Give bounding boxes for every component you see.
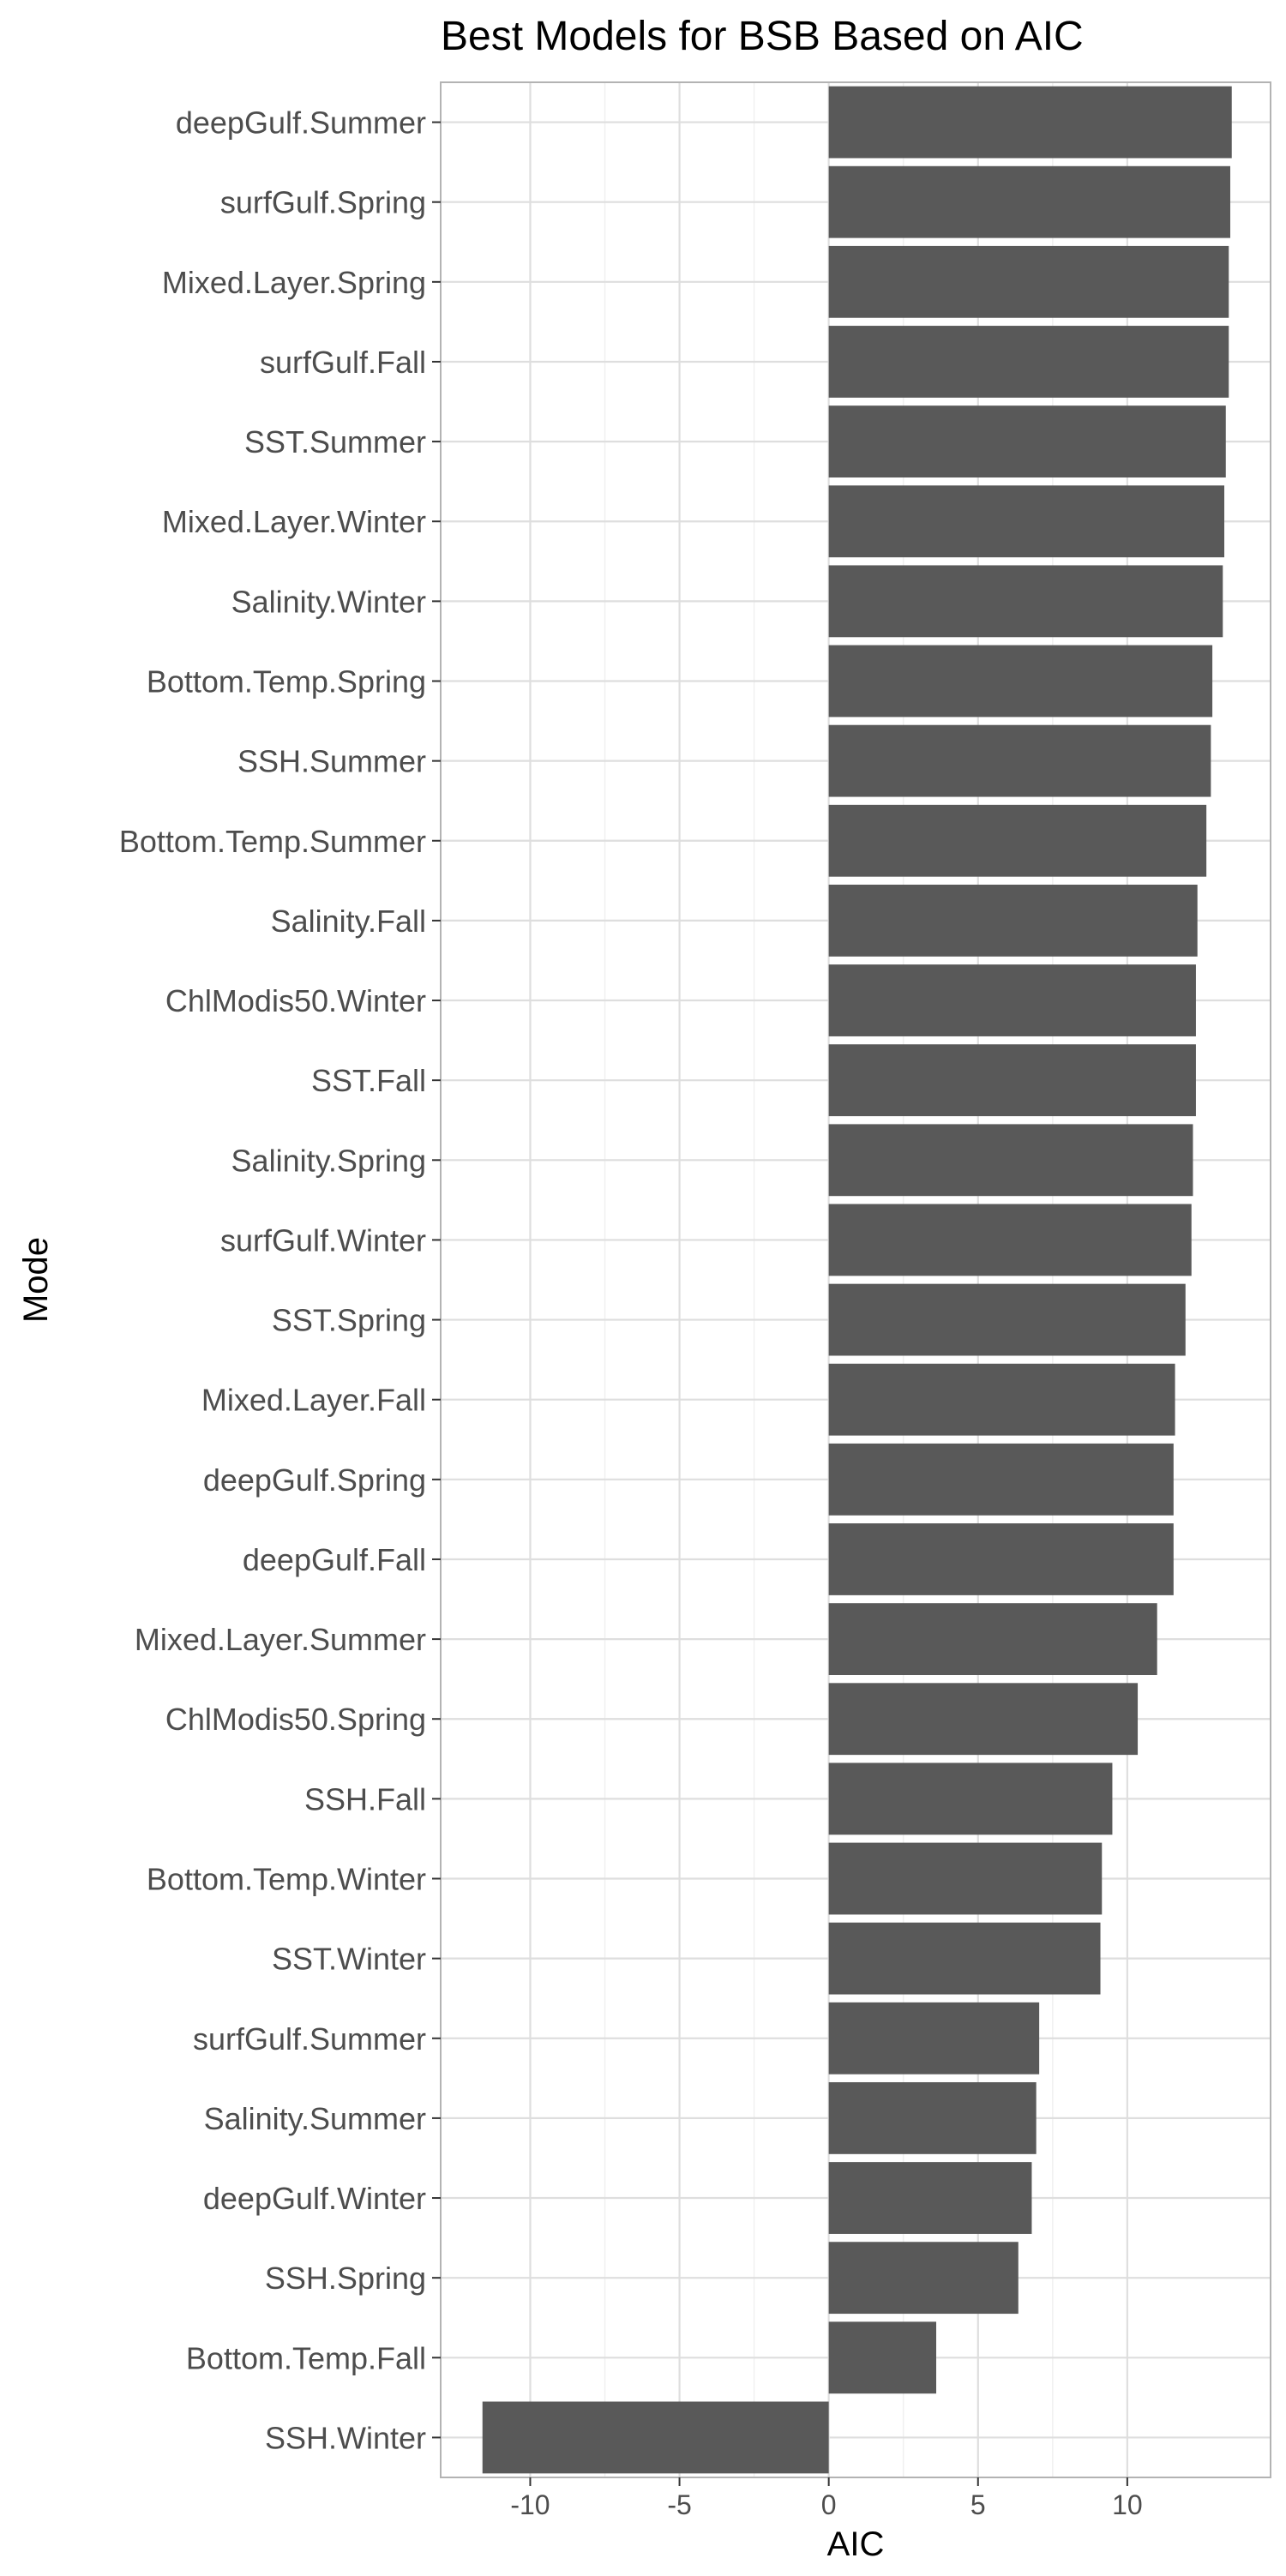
category-label: surfGulf.Summer: [193, 2021, 426, 2057]
x-tick-label: 5: [971, 2489, 986, 2520]
chart-title: Best Models for BSB Based on AIC: [441, 14, 1084, 59]
category-label: ChlModis50.Winter: [165, 983, 426, 1018]
bar: [828, 1204, 1192, 1276]
category-label: Mixed.Layer.Fall: [201, 1383, 426, 1418]
category-label: deepGulf.Winter: [203, 2181, 426, 2216]
bar: [828, 1683, 1139, 1756]
category-label: SST.Summer: [244, 424, 426, 459]
category-label: SSH.Fall: [304, 1781, 426, 1816]
bar: [828, 1443, 1174, 1516]
bar: [828, 2002, 1040, 2075]
bar: [828, 1842, 1103, 1915]
bar: [828, 964, 1196, 1036]
bar: [828, 565, 1223, 638]
category-label: Salinity.Fall: [271, 904, 426, 939]
category-label: SSH.Summer: [237, 744, 426, 779]
x-axis-title: AIC: [827, 2525, 885, 2563]
bar: [828, 1283, 1186, 1356]
category-label: Mixed.Layer.Winter: [162, 504, 426, 539]
category-label: Bottom.Temp.Summer: [119, 824, 426, 859]
bar: [828, 1603, 1157, 1676]
bar: [828, 804, 1207, 877]
bar: [828, 1922, 1101, 1995]
bar: [828, 1044, 1196, 1117]
category-labels: deepGulf.Summer surfGulf.Spring Mixed.Laye…: [119, 105, 426, 2456]
bars-layer: [482, 86, 1232, 2474]
bar: [828, 326, 1229, 398]
x-tick-label: -5: [667, 2489, 691, 2520]
bar: [828, 1124, 1193, 1197]
category-label: deepGulf.Fall: [243, 1542, 426, 1577]
category-label: Bottom.Temp.Spring: [147, 664, 426, 700]
x-tick-label: 10: [1112, 2489, 1143, 2520]
bar: [828, 1363, 1175, 1436]
bar: [828, 485, 1225, 558]
category-label: SSH.Spring: [265, 2261, 426, 2296]
category-label: surfGulf.Fall: [260, 345, 426, 380]
bar: [828, 2162, 1032, 2234]
category-label: surfGulf.Winter: [220, 1222, 426, 1258]
bar: [828, 645, 1213, 718]
bar: [828, 2242, 1019, 2315]
category-label: ChlModis50.Spring: [165, 1702, 426, 1737]
category-label: Bottom.Temp.Winter: [147, 1862, 426, 1897]
bar: [828, 165, 1230, 238]
panel-border: [440, 81, 1271, 2478]
bar: [828, 245, 1229, 318]
bar: [828, 86, 1232, 159]
category-label: surfGulf.Spring: [220, 185, 426, 220]
panel-background: [441, 82, 1271, 2477]
bar: [828, 884, 1198, 957]
bar: [482, 2401, 829, 2474]
bar: [828, 1762, 1113, 1835]
category-label: Salinity.Summer: [204, 2101, 426, 2136]
category-label: Salinity.Spring: [231, 1143, 426, 1178]
category-label: deepGulf.Summer: [176, 105, 426, 141]
x-tick-label: -10: [510, 2489, 550, 2520]
category-label: SST.Winter: [272, 1942, 426, 1977]
category-label: Mixed.Layer.Spring: [162, 265, 426, 300]
category-label: Mixed.Layer.Summer: [135, 1622, 426, 1657]
x-tick-label: 0: [821, 2489, 837, 2520]
y-axis-title: Mode: [17, 1237, 55, 1323]
ticks-layer: -10 -5 0 5 10: [432, 121, 1143, 2520]
bar: [828, 724, 1211, 797]
category-label: Bottom.Temp.Fall: [186, 2340, 426, 2375]
bar: [828, 405, 1226, 478]
bar: [828, 2081, 1037, 2154]
category-label: Salinity.Winter: [231, 584, 426, 619]
category-label: SSH.Winter: [265, 2420, 426, 2455]
bar: [828, 1523, 1174, 1595]
bar: [828, 2321, 937, 2394]
category-label: SST.Fall: [311, 1063, 426, 1098]
category-label: deepGulf.Spring: [203, 1462, 426, 1498]
category-label: SST.Spring: [272, 1303, 426, 1338]
